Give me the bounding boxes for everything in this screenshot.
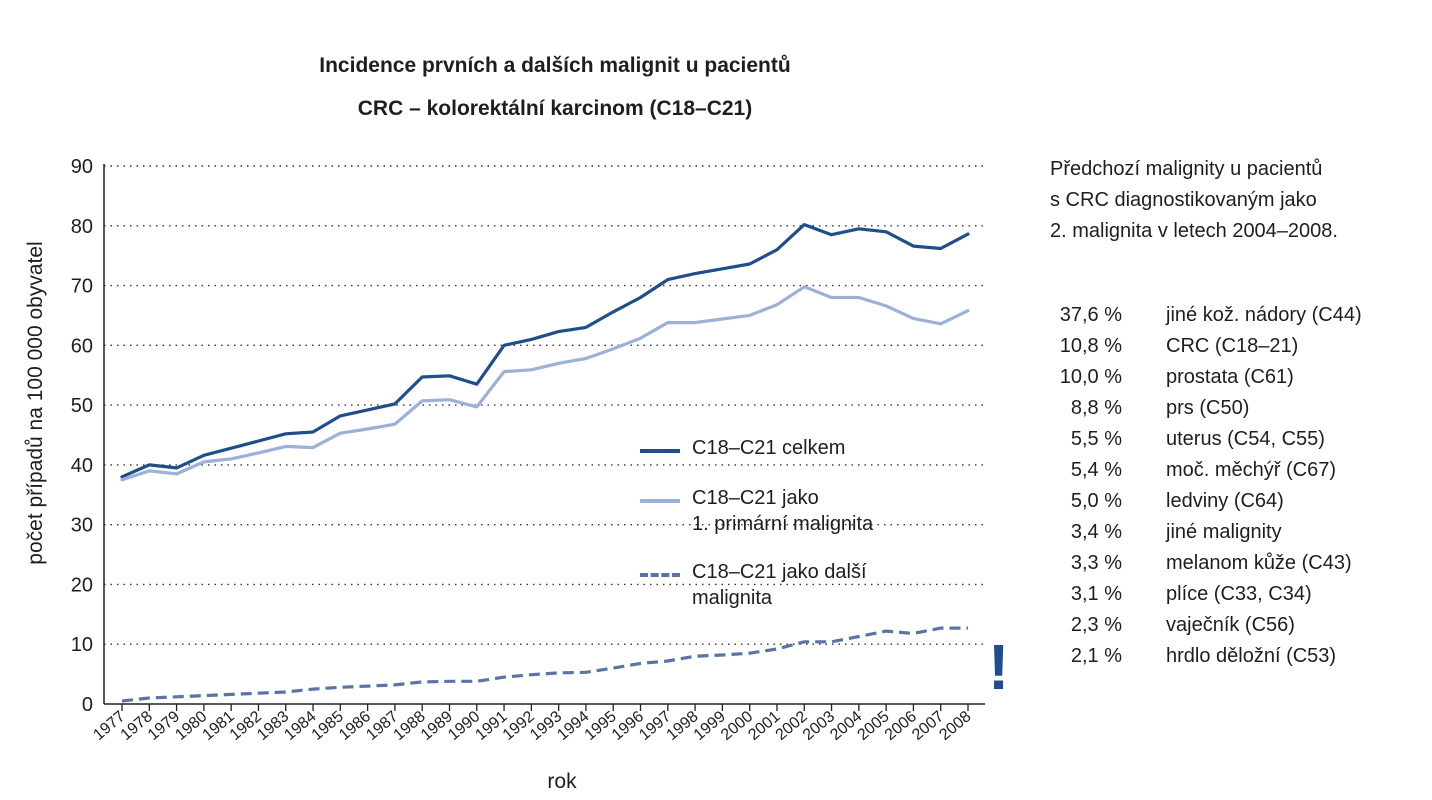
list-item-pct: 10,8 % <box>1059 335 1122 357</box>
chart-subtitle: CRC – kolorektální karcinom (C18–C21) <box>357 97 753 120</box>
list-item: 8,8 % prs (C50) <box>1040 393 1420 424</box>
list-item: 3,3 % melanom kůže (C43) <box>1040 548 1420 579</box>
list-item: 3,1 % plíce (C33, C34) <box>1040 579 1420 610</box>
legend-label-primary: C18–C21 jako 1. primární malignita <box>692 487 874 535</box>
list-item-name: CRC (C18–21) <box>1166 335 1299 357</box>
x-tick-label: 2008 <box>936 708 974 744</box>
legend-swatch-primary <box>640 499 680 503</box>
list-item-name: melanom kůže (C43) <box>1166 552 1352 574</box>
y-tick-label: 60 <box>71 335 93 357</box>
y-tick-label: 0 <box>82 694 93 716</box>
series-line-further <box>121 626 968 703</box>
list-item-pct: 37,6 % <box>1059 304 1122 326</box>
list-item-name: ledviny (C64) <box>1166 490 1284 512</box>
series-line-primary <box>120 285 970 482</box>
list-item: 5,5 % uterus (C54, C55) <box>1040 424 1420 455</box>
y-tick-label: 20 <box>71 574 93 596</box>
list-item: 2,1 % hrdlo děložní (C53) <box>1040 641 1420 672</box>
y-axis-label: počet případů na 100 000 obyvatel <box>24 241 47 564</box>
list-item: 5,0 % ledviny (C64) <box>1040 486 1420 517</box>
y-tick-label: 30 <box>71 515 93 537</box>
legend-item-primary: C18–C21 jako 1. primární malignita <box>640 485 873 537</box>
legend-item-further: C18–C21 jako další malignita <box>640 559 867 611</box>
legend-item-total: C18–C21 celkem <box>640 435 845 461</box>
y-tick-label: 40 <box>71 455 93 477</box>
list-item: 10,8 % CRC (C18–21) <box>1040 331 1420 362</box>
y-tick-label: 80 <box>71 216 93 238</box>
list-item-pct: 3,1 % <box>1070 583 1122 605</box>
list-item-name: prostata (C61) <box>1166 366 1294 388</box>
list-item: 2,3 % vaječník (C56) <box>1040 610 1420 641</box>
list-item-pct: 5,4 % <box>1070 459 1122 481</box>
x-axis-label: rok <box>547 770 577 793</box>
list-item: 37,6 % jiné kož. nádory (C44) <box>1040 300 1420 331</box>
list-item-name: prs (C50) <box>1166 397 1250 419</box>
list-item-pct: 5,0 % <box>1070 490 1122 512</box>
list-item-name: uterus (C54, C55) <box>1166 428 1325 450</box>
list-item-pct: 2,3 % <box>1070 614 1122 636</box>
legend-swatch-total <box>640 449 680 453</box>
list-item: 3,4 % jiné malignity <box>1040 517 1420 548</box>
y-tick-label: 70 <box>71 276 93 298</box>
list-item-name: hrdlo děložní (C53) <box>1166 645 1337 667</box>
y-tick-label: 10 <box>71 634 93 656</box>
list-item-pct: 3,3 % <box>1070 552 1122 574</box>
side-panel-list: 37,6 % jiné kož. nádory (C44) 10,8 % CRC (… <box>1040 300 1420 672</box>
list-item-name: jiné malignity <box>1166 521 1282 543</box>
legend-label-further: C18–C21 jako další malignita <box>692 561 867 609</box>
list-item-name: vaječník (C56) <box>1166 614 1295 636</box>
list-item-pct: 5,5 % <box>1070 428 1122 450</box>
legend-swatch-further <box>640 573 680 577</box>
list-item-name: moč. měchýř (C67) <box>1166 459 1337 481</box>
chart-title: Incidence prvních a dalších malignit u p… <box>319 54 791 77</box>
series-line-total <box>120 223 970 479</box>
y-tick-label: 90 <box>71 156 93 178</box>
list-item-pct: 8,8 % <box>1070 397 1122 419</box>
list-item-name: jiné kož. nádory (C44) <box>1166 304 1362 326</box>
list-item: 10,0 % prostata (C61) <box>1040 362 1420 393</box>
side-panel-heading: Předchozí malignity u pacientů s CRC dia… <box>1050 158 1338 242</box>
series-lines <box>120 223 970 703</box>
list-item-pct: 10,0 % <box>1059 366 1122 388</box>
legend-label-total: C18–C21 celkem <box>692 437 846 459</box>
exclamation-icon: ! <box>988 631 1010 703</box>
list-item-name: plíce (C33, C34) <box>1166 583 1312 605</box>
y-tick-label: 50 <box>71 395 93 417</box>
list-item: 5,4 % moč. měchýř (C67) <box>1040 455 1420 486</box>
list-item-pct: 3,4 % <box>1070 521 1122 543</box>
list-item-pct: 2,1 % <box>1070 645 1122 667</box>
axes <box>103 164 985 711</box>
